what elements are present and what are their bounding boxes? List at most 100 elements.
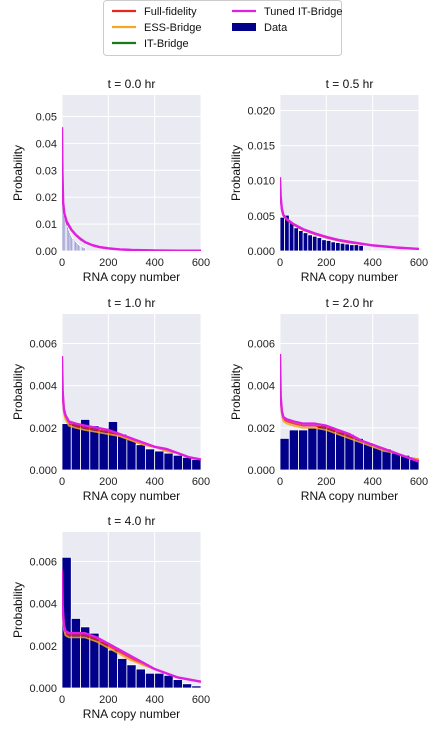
bar [154,450,165,470]
x-axis-label: RNA copy number [83,489,180,503]
x-tick-label: 600 [410,257,428,269]
bar [298,429,309,470]
x-axis-label: RNA copy number [301,270,398,284]
curves [62,356,201,461]
panels: 0 200 400 600 0.00 0.01 0.02 0.03 0.04 0.05 t = 0.… [11,77,428,721]
bar [358,244,364,251]
bar [107,649,119,688]
curve-tuned-it-bridge [280,354,419,463]
y-tick-label: 0.004 [247,381,275,393]
bar [107,421,119,470]
bar [172,679,183,688]
bar [135,444,146,470]
x-tick-label: 0 [59,694,65,706]
y-tick-label: 0.000 [29,465,57,477]
panel-4: 0 200 400 600 0.000 0.002 0.004 0.006 t = 4.0 hr… [11,514,210,721]
curve-tuned-it-bridge [62,356,201,461]
y-tick-label: 0.05 [36,112,57,124]
legend-swatch-data [232,23,256,31]
y-axis-label: Probability [229,364,243,420]
curve-tuned-it-bridge [280,177,419,251]
bar [62,423,72,470]
x-tick-label: 0 [277,476,283,488]
x-tick-label: 200 [317,257,335,269]
bar [135,668,146,688]
panel-title: t = 0.5 hr [326,77,374,91]
y-tick-label: 0.020 [247,105,275,117]
bar [172,454,183,470]
y-tick-label: 0.005 [247,211,275,223]
bars [280,214,364,251]
y-axis-label: Probability [11,145,25,201]
bar [344,243,350,251]
bar [325,427,337,470]
x-axis-label: RNA copy number [301,489,398,503]
curves [280,354,419,463]
bar [280,216,286,251]
x-axis-label: RNA copy number [83,707,180,721]
bar [288,429,299,470]
x-tick-label: 600 [192,476,210,488]
bar [390,452,401,470]
bar [280,437,290,470]
x-tick-label: 200 [99,694,117,706]
bar [316,425,327,470]
bar [182,683,193,688]
curves [62,569,201,683]
panel-title: t = 0.0 hr [108,77,156,91]
bar [302,232,309,251]
bar [312,235,318,251]
bar [307,427,318,470]
y-tick-label: 0.00 [36,246,57,258]
y-axis-label: Probability [229,145,243,201]
x-tick-label: 600 [192,694,210,706]
bars [62,184,86,251]
bar [182,456,193,470]
bar [144,448,156,470]
bar [126,664,137,688]
bar [330,241,337,251]
bar [163,674,174,688]
bar [353,244,360,251]
x-tick-label: 200 [99,476,117,488]
x-tick-label: 400 [145,476,163,488]
y-tick-label: 0.03 [36,165,57,177]
panel-3: 0 200 400 600 0.000 0.002 0.004 0.006 t = 2.0 hr… [229,296,428,503]
y-tick-label: 0.01 [36,219,57,231]
y-tick-label: 0.002 [247,423,275,435]
x-tick-label: 400 [145,694,163,706]
bar [144,672,156,688]
y-tick-label: 0.006 [247,339,275,351]
y-axis-label: Probability [11,364,25,420]
y-tick-label: 0.006 [29,557,57,569]
x-tick-label: 0 [59,257,65,269]
legend-label-it-bridge: IT-Bridge [144,38,189,50]
curve-tuned-it-bridge [62,127,201,251]
x-axis-label: RNA copy number [83,270,180,284]
y-tick-label: 0.000 [247,246,275,258]
legend-label-data: Data [264,22,288,34]
bar [70,423,81,470]
x-tick-label: 200 [99,257,117,269]
legend-frame [103,0,342,56]
x-tick-label: 400 [363,476,381,488]
bar [349,244,355,251]
y-tick-label: 0.000 [29,683,57,695]
bar [98,641,109,688]
x-tick-label: 0 [59,476,65,488]
legend-label-full-fidelity: Full-fidelity [144,6,197,18]
x-tick-label: 200 [317,476,335,488]
y-tick-label: 0.004 [29,381,57,393]
y-tick-label: 0.02 [36,192,57,204]
curves [280,177,419,251]
panel-1: 0 200 400 600 0.000 0.005 0.010 0.015 0.020 t = 0… [229,77,428,284]
plot-area [62,95,201,251]
legend-label-tuned-it-bridge: Tuned IT-Bridge [264,6,342,18]
curves [62,127,201,251]
bar [126,437,137,470]
bars [280,425,419,470]
bar [154,672,165,688]
y-tick-label: 0.010 [247,176,275,188]
x-tick-label: 600 [192,257,210,269]
